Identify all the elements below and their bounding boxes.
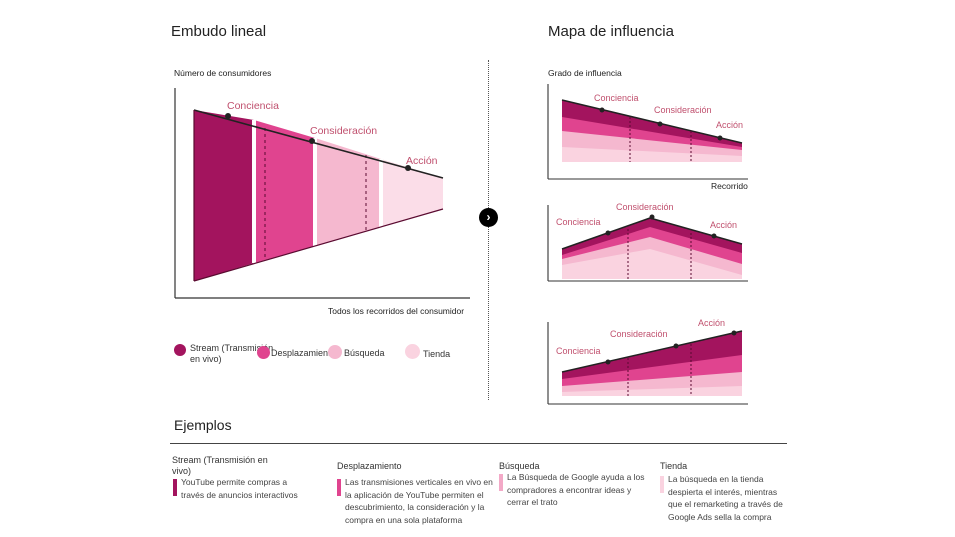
- marker-conciencia: [225, 113, 231, 119]
- example-bar-store: [660, 476, 664, 493]
- left-y-label: Número de consumidores: [174, 68, 272, 78]
- influence-chart-rising: Conciencia Consideración Acción: [547, 318, 748, 405]
- legend-swatch-stream: [174, 344, 186, 356]
- funnel-search-section: [315, 138, 381, 246]
- example-title-search: Búsqueda: [499, 461, 540, 471]
- chart1-label-accion: Acción: [716, 120, 743, 130]
- chart2-label-conciencia: Conciencia: [556, 217, 601, 227]
- example-title-store: Tienda: [660, 461, 688, 471]
- legend-swatch-scroll: [257, 346, 270, 359]
- chart3-label-conciencia: Conciencia: [556, 346, 601, 356]
- influence-chart-peak: Conciencia Consideración Acción: [547, 202, 748, 282]
- chart3-label-accion: Acción: [698, 318, 725, 328]
- example-text-scroll: Las transmisiones verticales en vivo en …: [345, 477, 493, 525]
- funnel-scroll-section: [254, 120, 315, 263]
- funnel-stream-section: [194, 110, 254, 281]
- example-bar-search: [499, 474, 503, 491]
- chart2-label-accion: Acción: [710, 220, 737, 230]
- legend-label-store: Tienda: [423, 349, 451, 359]
- linear-funnel-diagram: Conciencia Consideración Acción: [174, 88, 470, 299]
- example-title-scroll: Desplazamiento: [337, 461, 402, 471]
- vertical-divider: [488, 60, 489, 400]
- example-text-search: La Búsqueda de Google ayuda a los compra…: [507, 472, 645, 507]
- legend-label-search: Búsqueda: [344, 348, 385, 358]
- left-x-label: Todos los recorridos del consumidor: [328, 306, 465, 316]
- example-title-stream: Stream (Transmisión en vivo): [172, 455, 268, 476]
- legend-swatch-search: [328, 345, 342, 359]
- legend-swatch-store: [405, 344, 420, 359]
- left-title: Embudo lineal: [171, 23, 267, 40]
- chart2-label-consideracion: Consideración: [616, 202, 674, 212]
- right-x-label: Recorrido: [711, 181, 748, 191]
- example-bar-scroll: [337, 479, 341, 496]
- legend-label-scroll: Desplazamiento: [271, 348, 336, 358]
- marker-consideracion: [309, 138, 315, 144]
- chart3-label-consideracion: Consideración: [610, 329, 668, 339]
- funnel-store-section: [381, 159, 443, 227]
- legend-label-stream: Stream (Transmisión en vivo): [190, 343, 274, 364]
- chart1-label-conciencia: Conciencia: [594, 93, 639, 103]
- chart1-label-consideracion: Consideración: [654, 105, 712, 115]
- example-bar-stream: [173, 479, 177, 496]
- right-y-label: Grado de influencia: [548, 68, 622, 78]
- example-text-stream: YouTube permite compras a través de anun…: [181, 477, 298, 500]
- stage-label-consideracion: Consideración: [310, 125, 377, 137]
- stage-label-conciencia: Conciencia: [227, 100, 279, 112]
- chevron-right-icon: ›: [479, 208, 498, 227]
- marker-accion: [405, 165, 411, 171]
- influence-chart-declining: Conciencia Consideración Acción: [547, 84, 748, 180]
- examples-title: Ejemplos: [174, 417, 232, 433]
- example-text-store: La búsqueda en la tienda despierta el in…: [668, 474, 783, 522]
- examples-divider: [170, 443, 787, 444]
- right-title: Mapa de influencia: [548, 23, 674, 40]
- stage-label-accion: Acción: [406, 155, 438, 167]
